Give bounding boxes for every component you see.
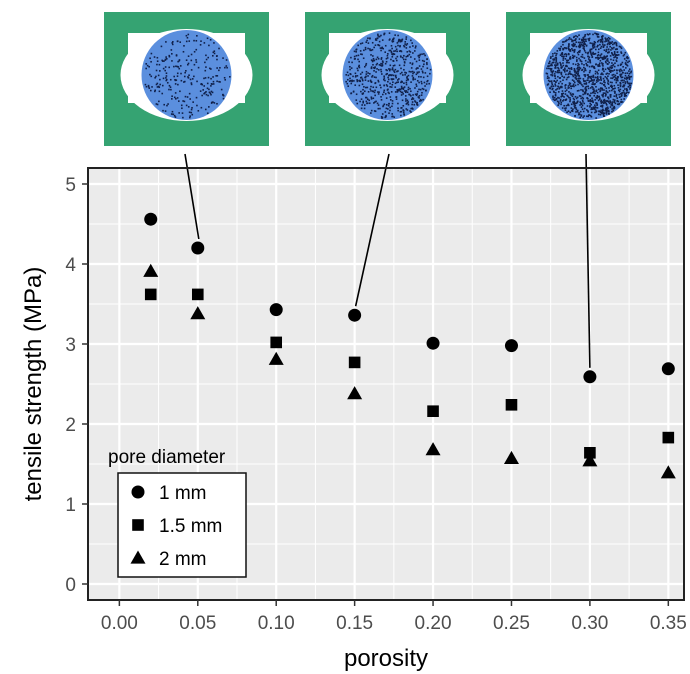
plot-frame bbox=[87, 167, 685, 601]
y-tick-label: 3 bbox=[65, 335, 76, 356]
y-tick-label: 1 bbox=[65, 495, 76, 516]
data-point-triangle bbox=[503, 450, 519, 465]
x-tick-label: 0.30 bbox=[571, 613, 608, 634]
data-point-triangle bbox=[347, 386, 363, 400]
data-point-circle bbox=[144, 212, 158, 226]
callout-line bbox=[585, 153, 591, 368]
data-point-triangle bbox=[190, 306, 206, 320]
data-point-circle bbox=[583, 370, 597, 384]
legend-label: 1.5 mm bbox=[159, 516, 222, 537]
data-point-triangle bbox=[268, 351, 284, 365]
x-tick-label: 0.15 bbox=[336, 613, 373, 634]
x-tick-label: 0.35 bbox=[650, 613, 687, 634]
data-point-square bbox=[270, 336, 283, 349]
y-tick-label: 0 bbox=[65, 575, 76, 596]
grid-lines bbox=[88, 168, 684, 600]
legend-title: pore diameter bbox=[108, 447, 226, 468]
specimen-top-bar bbox=[305, 12, 470, 33]
data-point-circle bbox=[661, 362, 675, 376]
pore-dots bbox=[345, 32, 432, 119]
data-point-square bbox=[505, 399, 518, 411]
data-point-triangle bbox=[660, 465, 676, 479]
y-tick-label: 4 bbox=[65, 255, 76, 276]
pore-dots bbox=[144, 33, 231, 119]
specimen-inset-low bbox=[104, 12, 269, 146]
legend-key-square bbox=[132, 519, 144, 531]
specimen-inset-medium bbox=[305, 12, 470, 146]
data-point-circle bbox=[191, 241, 205, 255]
legend: pore diameter 1 mm 1.5 mm 2 mm bbox=[108, 447, 247, 578]
porous-disk bbox=[141, 30, 232, 120]
pore-dots bbox=[545, 32, 633, 119]
data-point-square bbox=[427, 405, 439, 417]
y-axis-title: tensile strength (MPa) bbox=[20, 267, 47, 502]
data-point-triangle bbox=[582, 453, 598, 467]
legend-label: 2 mm bbox=[159, 549, 207, 570]
data-point-circle bbox=[504, 339, 518, 353]
axes: 0.00 0.05 0.10 0.15 0.20 0.25 0.30 0.35 0 1 2 3 4 5 po… bbox=[20, 175, 687, 672]
legend-label: 1 mm bbox=[159, 483, 207, 504]
data-point-square bbox=[348, 356, 361, 369]
specimen-top-bar bbox=[506, 12, 671, 33]
data-point-square bbox=[144, 288, 157, 301]
callout-line bbox=[354, 153, 390, 307]
x-tick-label: 0.10 bbox=[258, 613, 295, 634]
data-point-square bbox=[191, 288, 204, 301]
data-point-square bbox=[662, 431, 675, 444]
data-point-triangle bbox=[143, 263, 159, 277]
x-tick-label: 0.25 bbox=[493, 613, 530, 634]
data-point-circle bbox=[348, 308, 362, 322]
x-axis-title: porosity bbox=[344, 645, 428, 672]
specimen-insets bbox=[104, 12, 671, 146]
porous-disk bbox=[342, 30, 433, 120]
specimen-inset-high bbox=[506, 12, 671, 146]
data-point-circle bbox=[269, 303, 283, 317]
data-point-circle bbox=[426, 336, 440, 350]
data-points bbox=[143, 212, 676, 479]
specimen-top-bar bbox=[104, 12, 269, 33]
y-tick-label: 5 bbox=[65, 175, 76, 196]
x-tick-label: 0.20 bbox=[415, 613, 452, 634]
data-point-triangle bbox=[425, 442, 441, 456]
x-tick-label: 0.00 bbox=[101, 613, 138, 634]
legend-key-triangle bbox=[130, 550, 146, 564]
y-tick-label: 2 bbox=[65, 415, 76, 436]
legend-key-circle bbox=[131, 485, 145, 499]
data-point-square bbox=[584, 447, 596, 459]
x-tick-label: 0.05 bbox=[179, 613, 216, 634]
